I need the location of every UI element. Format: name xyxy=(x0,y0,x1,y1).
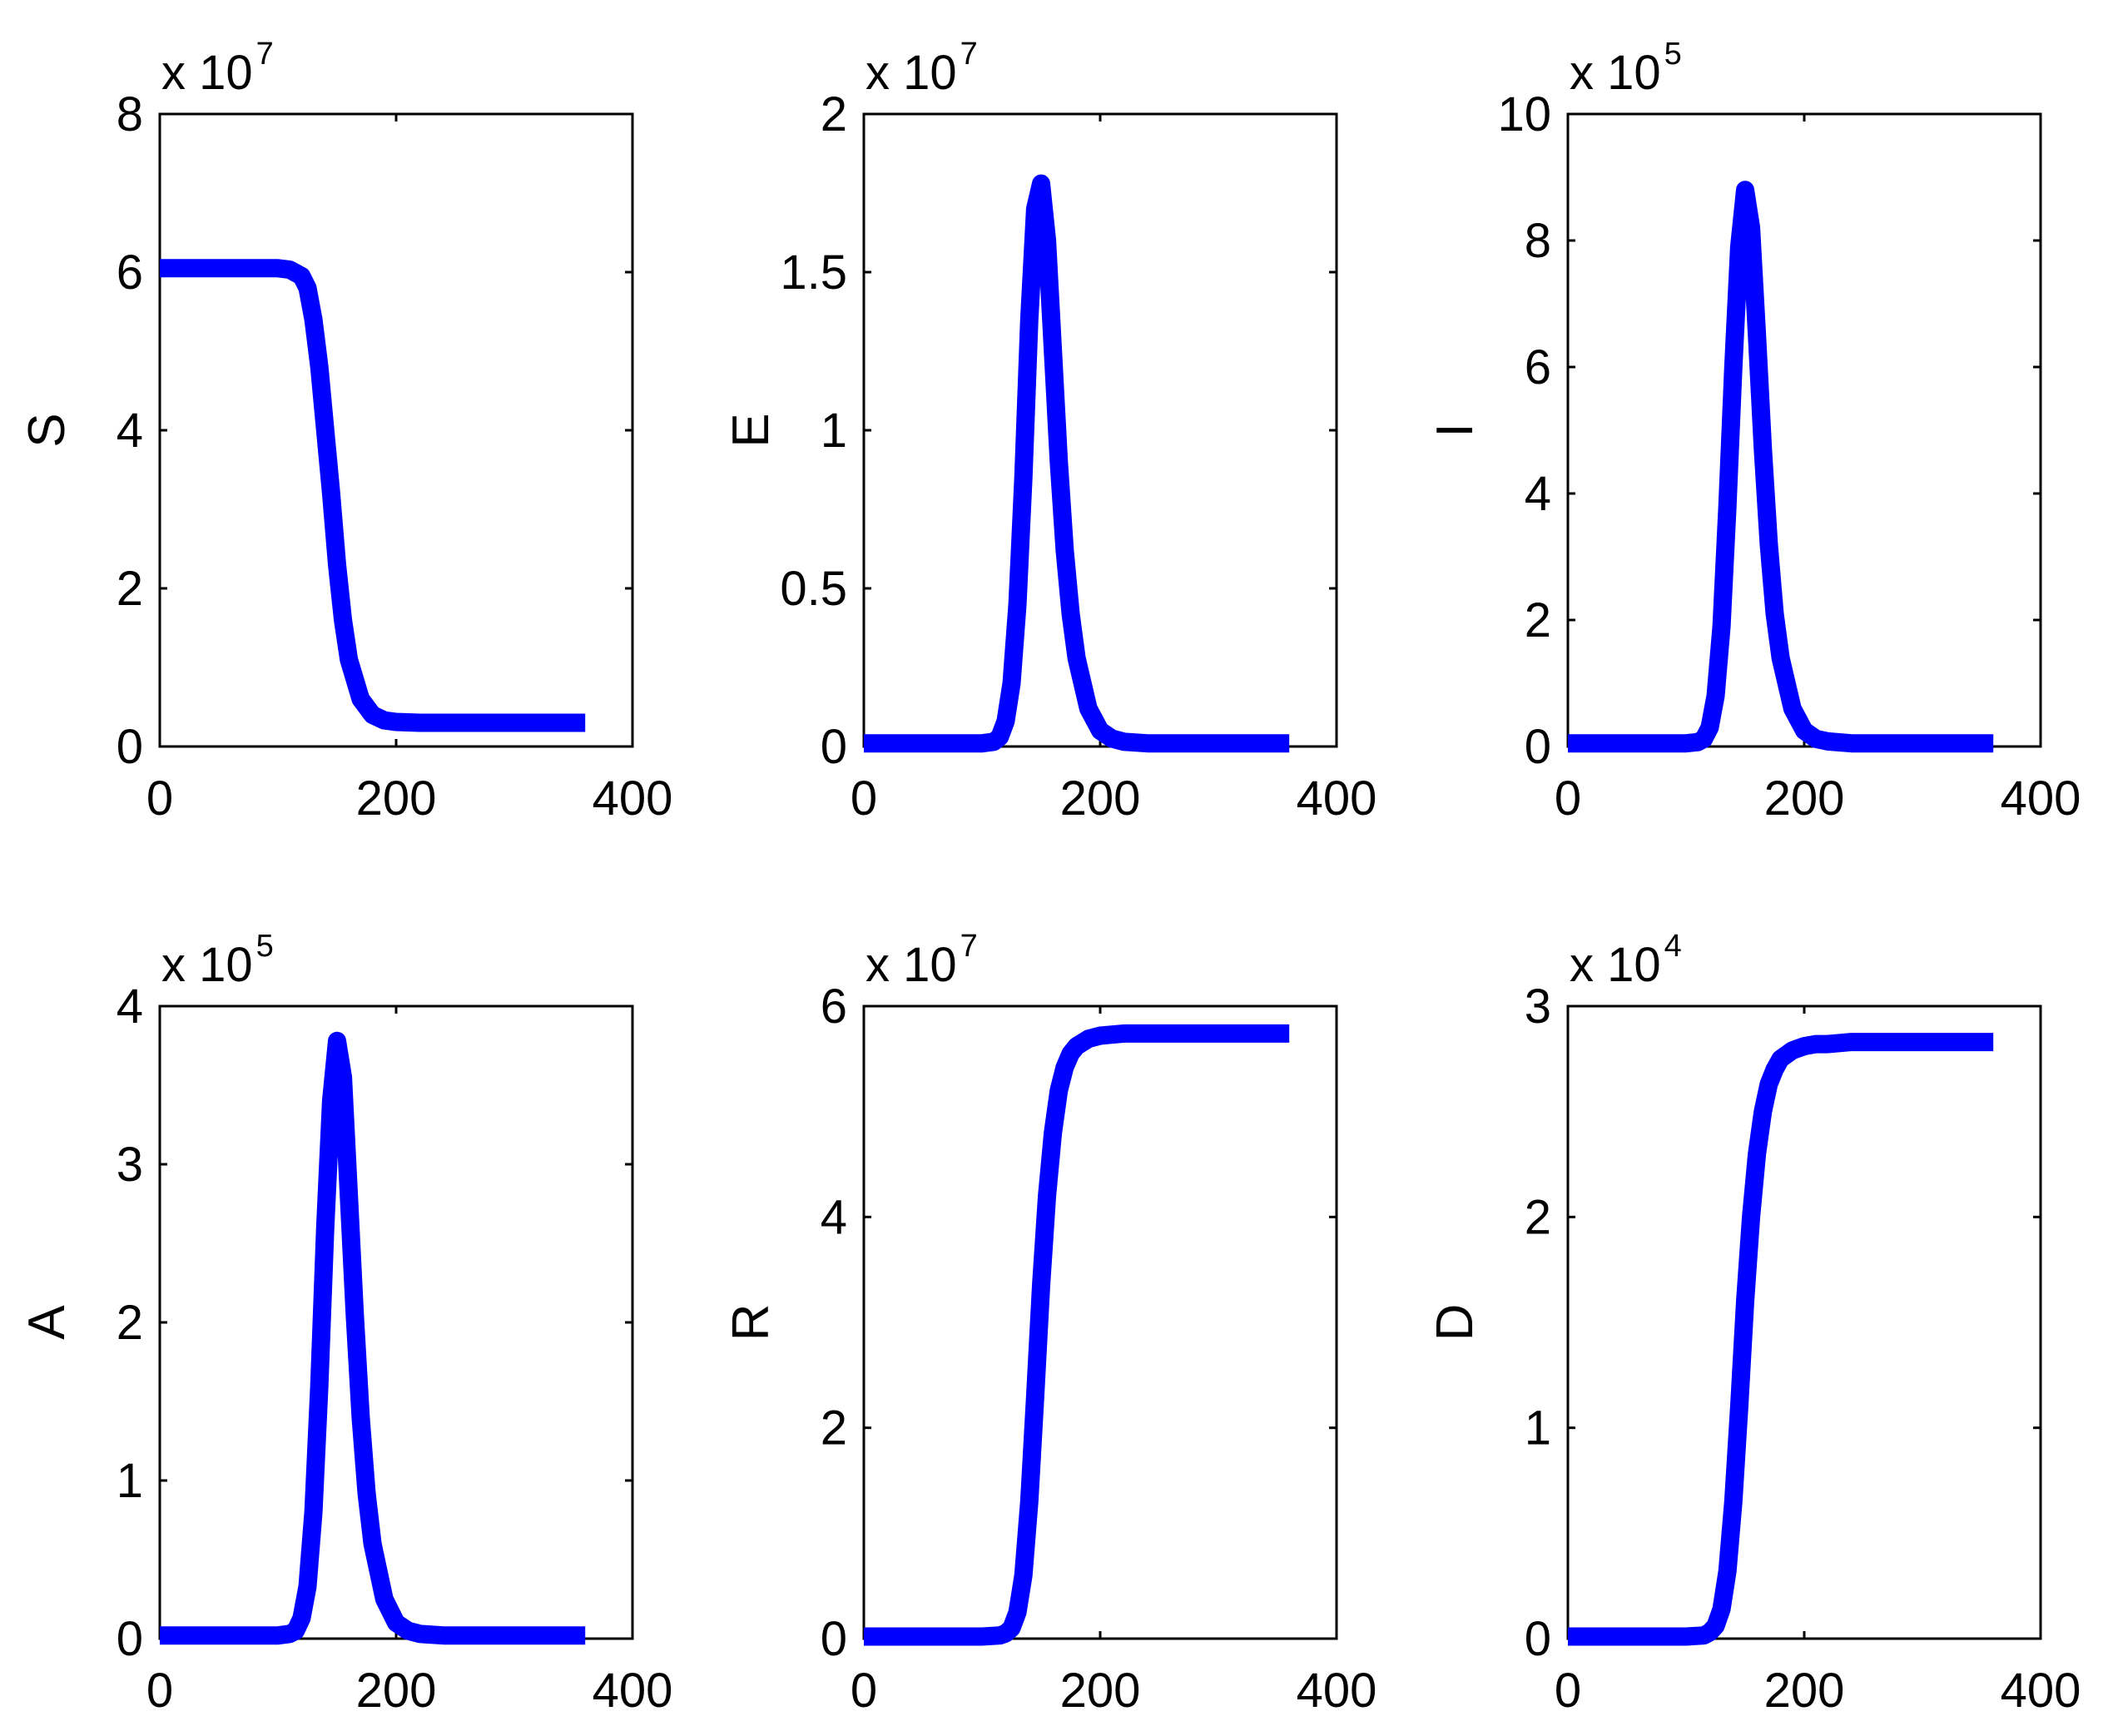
x-tick-label: 0 xyxy=(851,771,877,826)
chart-r: 0 200 400 0 2 4 6 Rx 10 7 xyxy=(722,929,1376,1718)
series-line-r xyxy=(864,1024,1290,1646)
y-tick-label: 3 xyxy=(1525,980,1551,1034)
axes-frame xyxy=(158,112,634,748)
axes-frame xyxy=(158,1004,634,1640)
x-tick-label: 200 xyxy=(1764,1664,1845,1718)
y-tick-label: 0 xyxy=(117,720,143,774)
scale-exponent: 7 xyxy=(960,37,978,72)
y-axis-label: E xyxy=(722,413,780,447)
x-tick-label: 0 xyxy=(851,1664,877,1718)
y-tick-label: 1 xyxy=(1525,1401,1551,1456)
series-line-d xyxy=(1568,1033,1994,1646)
axes-frame xyxy=(1566,112,2042,748)
axes-frame xyxy=(862,112,1338,748)
axis-scale-factor: x 10 7 xyxy=(866,929,978,992)
x-tick-label: 400 xyxy=(2001,1664,2081,1718)
y-tick-label: 8 xyxy=(1525,214,1551,268)
y-tick-label: 6 xyxy=(821,980,847,1034)
y-axis-label: R xyxy=(722,1304,780,1342)
scale-base: x 10 xyxy=(866,46,957,100)
x-tick-label: 200 xyxy=(356,771,437,826)
series-line-e xyxy=(864,174,1290,753)
scale-exponent: 5 xyxy=(256,929,274,964)
y-tick-label: 1.5 xyxy=(780,246,847,300)
y-tick-label: 1 xyxy=(117,1454,143,1508)
y-tick-label: 0 xyxy=(117,1612,143,1666)
axis-scale-factor: x 10 5 xyxy=(1570,37,1682,100)
axis-scale-factor: x 10 4 xyxy=(1570,929,1682,992)
x-tick-label: 400 xyxy=(1297,771,1377,826)
y-tick-label: 4 xyxy=(117,980,143,1034)
y-tick-label: 8 xyxy=(117,87,143,141)
y-tick-label: 2 xyxy=(1525,593,1551,647)
y-axis-label: A xyxy=(18,1305,76,1340)
series-line-i xyxy=(1568,181,1994,753)
y-tick-label: 6 xyxy=(1525,340,1551,394)
axes-frame xyxy=(862,1004,1338,1640)
y-tick-label: 2 xyxy=(117,1296,143,1350)
y-tick-label: 4 xyxy=(117,404,143,458)
y-tick-label: 4 xyxy=(821,1190,847,1244)
series-line-a xyxy=(160,1031,586,1645)
y-tick-label: 2 xyxy=(1525,1190,1551,1244)
y-tick-label: 6 xyxy=(117,246,143,300)
x-tick-label: 400 xyxy=(593,771,673,826)
scale-base: x 10 xyxy=(1570,938,1661,992)
y-tick-label: 0 xyxy=(1525,720,1551,774)
x-tick-label: 400 xyxy=(2001,771,2081,826)
scale-base: x 10 xyxy=(1570,46,1661,100)
x-tick-label: 200 xyxy=(356,1664,437,1718)
x-tick-label: 0 xyxy=(146,1664,173,1718)
chart-d: 0 200 400 0 1 2 3 Dx 10 4 xyxy=(1426,929,2081,1718)
y-axis-label: S xyxy=(18,413,76,447)
axes-frame xyxy=(1566,1004,2042,1640)
y-tick-label: 2 xyxy=(117,562,143,616)
scale-base: x 10 xyxy=(161,46,253,100)
y-tick-label: 0 xyxy=(821,720,847,774)
scale-exponent: 5 xyxy=(1664,37,1682,72)
y-tick-label: 10 xyxy=(1497,87,1551,141)
scale-exponent: 7 xyxy=(960,929,978,964)
x-tick-label: 0 xyxy=(146,771,173,826)
x-tick-label: 0 xyxy=(1555,771,1581,826)
x-tick-label: 200 xyxy=(1060,771,1141,826)
axis-scale-factor: x 10 7 xyxy=(866,37,978,100)
y-tick-label: 1 xyxy=(821,404,847,458)
x-tick-label: 200 xyxy=(1764,771,1845,826)
x-tick-label: 0 xyxy=(1555,1664,1581,1718)
y-tick-label: 0.5 xyxy=(780,562,847,616)
chart-e: 0 200 400 0 0.5 1 1.5 2 Ex 10 7 xyxy=(722,37,1376,826)
series-line-s xyxy=(160,259,586,732)
y-tick-label: 3 xyxy=(117,1138,143,1192)
y-axis-label: I xyxy=(1426,423,1484,437)
scale-exponent: 4 xyxy=(1664,929,1682,964)
y-tick-label: 0 xyxy=(1525,1612,1551,1666)
axis-scale-factor: x 10 5 xyxy=(161,929,274,992)
y-tick-label: 0 xyxy=(821,1612,847,1666)
x-tick-label: 200 xyxy=(1060,1664,1141,1718)
y-tick-label: 2 xyxy=(821,87,847,141)
y-tick-label: 2 xyxy=(821,1401,847,1456)
scale-base: x 10 xyxy=(161,938,253,992)
x-tick-label: 400 xyxy=(1297,1664,1377,1718)
chart-a: 0 200 400 0 1 2 3 4 Ax 10 5 xyxy=(18,929,672,1718)
chart-i: 0 200 400 0 2 4 6 8 10 Ix 10 5 xyxy=(1426,37,2081,826)
y-tick-label: 4 xyxy=(1525,467,1551,521)
y-axis-label: D xyxy=(1426,1304,1484,1342)
axis-scale-factor: x 10 7 xyxy=(161,37,274,100)
scale-base: x 10 xyxy=(866,938,957,992)
x-tick-label: 400 xyxy=(593,1664,673,1718)
scale-exponent: 7 xyxy=(256,37,274,72)
chart-s: 0 200 400 0 2 4 6 8 Sx 10 7 xyxy=(18,37,672,826)
